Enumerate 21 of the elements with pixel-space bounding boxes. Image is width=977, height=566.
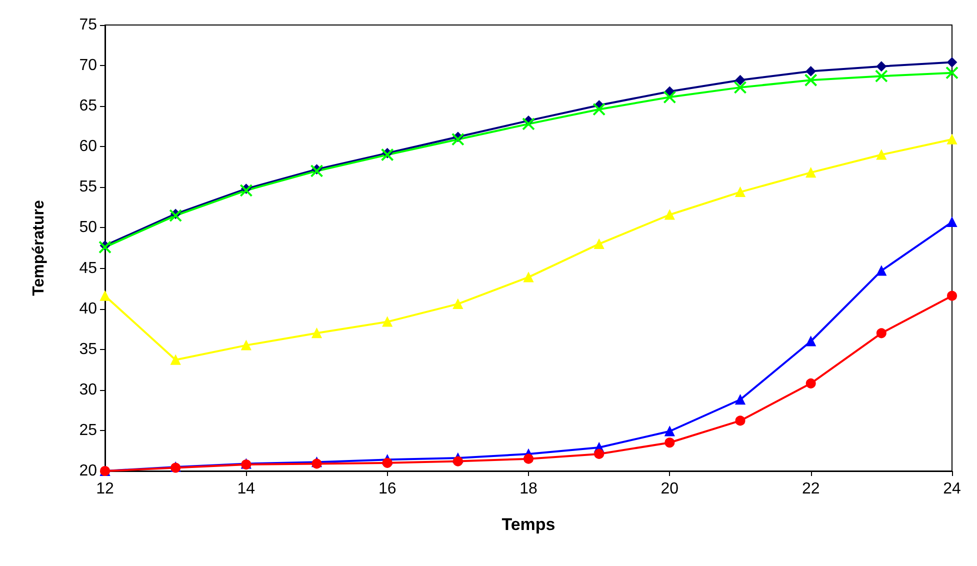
y-tick-label: 70 xyxy=(79,57,98,74)
y-tick-label: 35 xyxy=(79,340,98,358)
y-tick-label: 45 xyxy=(79,260,98,277)
x-axis-title: Temps xyxy=(502,515,556,534)
y-axis-title: Température xyxy=(30,200,48,296)
y-tick-label: 20 xyxy=(79,462,98,480)
x-tick-label: 18 xyxy=(520,480,538,498)
y-tick-label: 75 xyxy=(79,16,98,34)
y-tick-label: 25 xyxy=(79,422,98,439)
x-tick-label: 22 xyxy=(802,480,820,498)
x-tick-label: 20 xyxy=(660,480,679,498)
x-tick-label: 24 xyxy=(943,480,961,498)
y-tick-label: 30 xyxy=(79,381,98,398)
y-tick-label: 55 xyxy=(79,178,98,196)
x-tick-label: 12 xyxy=(96,480,114,498)
y-tick-label: 50 xyxy=(79,219,98,236)
x-tick-label: 14 xyxy=(237,480,256,498)
y-tick-label: 65 xyxy=(79,98,98,115)
y-tick-label: 60 xyxy=(79,138,98,156)
x-tick-label: 16 xyxy=(378,480,396,498)
y-tick-label: 40 xyxy=(79,300,98,318)
